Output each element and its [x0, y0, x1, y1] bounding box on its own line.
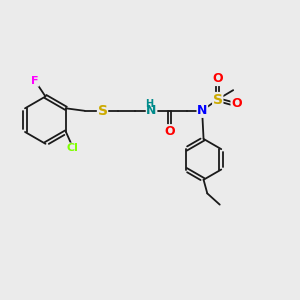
Text: S: S	[98, 104, 107, 118]
Text: O: O	[164, 125, 175, 138]
Text: H: H	[145, 99, 153, 109]
Text: N: N	[146, 104, 157, 117]
Text: N: N	[197, 104, 208, 117]
Text: Cl: Cl	[67, 143, 79, 153]
Text: F: F	[31, 76, 39, 86]
Text: S: S	[213, 93, 223, 106]
Text: O: O	[231, 97, 242, 110]
Text: O: O	[212, 73, 223, 85]
